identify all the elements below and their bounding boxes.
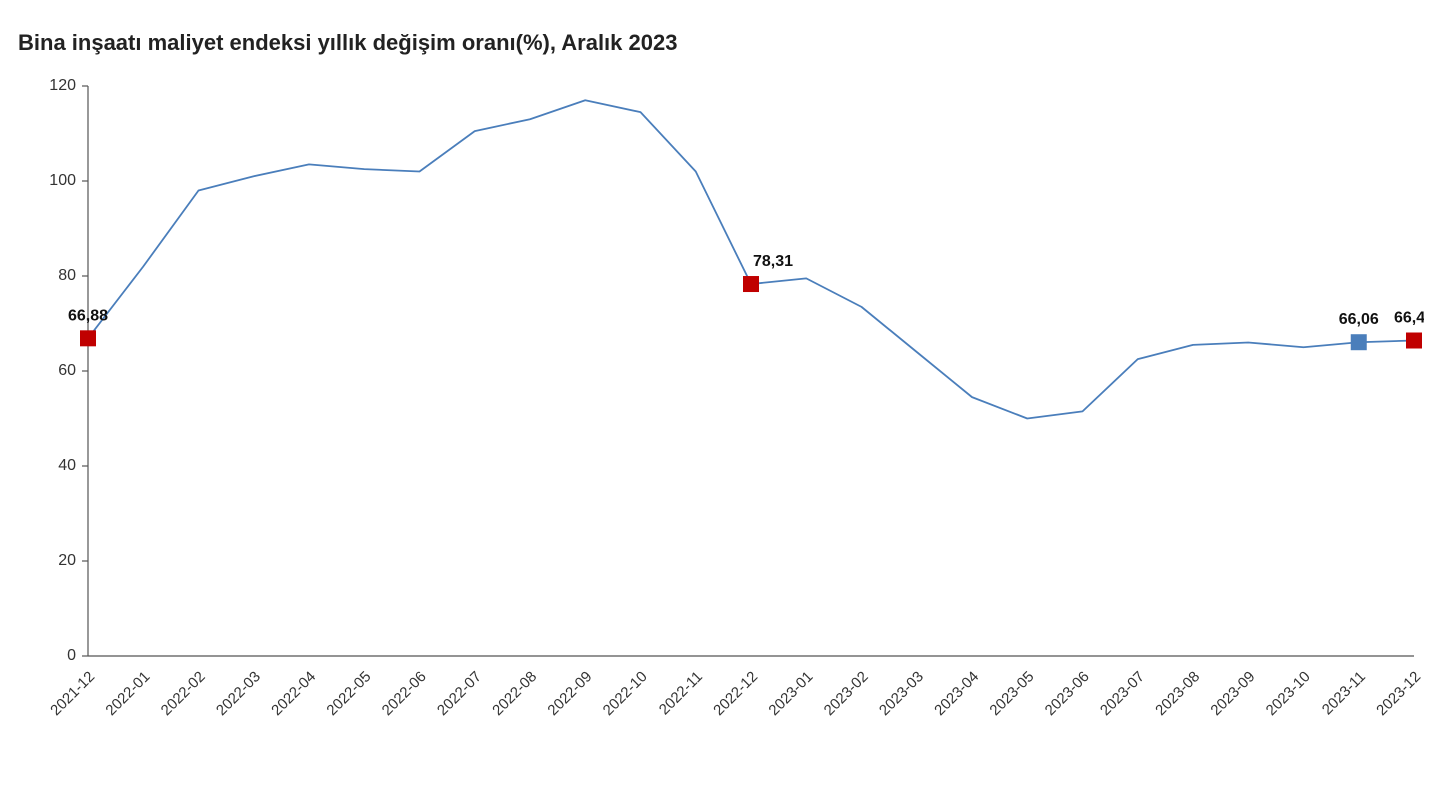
- x-tick-label-group: 2023-05: [986, 668, 1037, 719]
- x-tick-label: 2022-06: [379, 668, 430, 719]
- data-marker-label: 66,88: [68, 307, 108, 324]
- x-tick-label: 2022-09: [544, 668, 595, 719]
- x-tick-label-group: 2022-05: [323, 668, 374, 719]
- x-tick-label-group: 2022-10: [600, 668, 651, 719]
- x-tick-label-group: 2022-04: [268, 668, 319, 719]
- x-tick-label: 2023-03: [876, 668, 927, 719]
- data-marker-label: 78,31: [753, 253, 793, 270]
- y-tick-label: 80: [58, 267, 76, 284]
- x-tick-label-group: 2023-06: [1042, 668, 1093, 719]
- x-tick-label: 2023-02: [821, 668, 872, 719]
- x-tick-label: 2023-01: [765, 668, 816, 719]
- y-tick-label: 120: [49, 77, 76, 94]
- x-tick-label: 2023-12: [1373, 668, 1424, 719]
- x-tick-label-group: 2023-09: [1207, 668, 1258, 719]
- x-tick-label: 2022-10: [600, 668, 651, 719]
- data-marker-label: 66,42: [1394, 310, 1424, 327]
- x-tick-label: 2022-05: [323, 668, 374, 719]
- y-tick-label: 60: [58, 362, 76, 379]
- x-tick-label-group: 2022-08: [489, 668, 540, 719]
- x-tick-label-group: 2022-09: [544, 668, 595, 719]
- x-tick-label: 2022-01: [102, 668, 153, 719]
- line-chart: 0204060801001202021-122022-012022-022022…: [18, 56, 1424, 766]
- y-tick-label: 20: [58, 552, 76, 569]
- data-marker-label: 66,06: [1339, 311, 1379, 328]
- x-tick-label-group: 2021-12: [47, 668, 98, 719]
- x-tick-label: 2023-09: [1207, 668, 1258, 719]
- x-tick-label: 2023-11: [1319, 668, 1369, 718]
- x-tick-label-group: 2023-07: [1097, 668, 1148, 719]
- x-tick-label-group: 2022-11: [656, 668, 706, 718]
- x-tick-label-group: 2023-04: [931, 668, 982, 719]
- chart-title: Bina inşaatı maliyet endeksi yıllık deği…: [18, 30, 1424, 56]
- x-tick-label: 2023-06: [1042, 668, 1093, 719]
- data-marker: [743, 276, 759, 292]
- x-tick-label: 2023-04: [931, 668, 982, 719]
- series-line: [88, 100, 1414, 418]
- x-tick-label: 2022-03: [213, 668, 264, 719]
- x-tick-label: 2022-12: [710, 668, 761, 719]
- x-tick-label-group: 2023-08: [1152, 668, 1203, 719]
- x-tick-label: 2022-02: [158, 668, 209, 719]
- x-tick-label-group: 2023-11: [1319, 668, 1369, 718]
- x-tick-label-group: 2022-06: [379, 668, 430, 719]
- x-tick-label-group: 2023-01: [765, 668, 816, 719]
- chart-container: 0204060801001202021-122022-012022-022022…: [18, 56, 1424, 766]
- x-tick-label: 2023-05: [986, 668, 1037, 719]
- x-tick-label: 2023-07: [1097, 668, 1148, 719]
- y-tick-label: 0: [67, 647, 76, 664]
- data-marker: [80, 330, 96, 346]
- x-tick-label-group: 2022-01: [102, 668, 153, 719]
- x-tick-label-group: 2022-03: [213, 668, 264, 719]
- x-tick-label: 2022-04: [268, 668, 319, 719]
- y-tick-label: 100: [49, 172, 76, 189]
- x-tick-label: 2022-08: [489, 668, 540, 719]
- data-marker: [1406, 333, 1422, 349]
- x-tick-label-group: 2022-07: [434, 668, 485, 719]
- x-tick-label: 2022-07: [434, 668, 485, 719]
- x-tick-label: 2023-10: [1263, 668, 1314, 719]
- x-tick-label: 2021-12: [47, 668, 98, 719]
- page-root: Bina inşaatı maliyet endeksi yıllık deği…: [0, 0, 1442, 790]
- data-marker: [1351, 334, 1367, 350]
- x-tick-label-group: 2023-03: [876, 668, 927, 719]
- x-tick-label-group: 2022-02: [158, 668, 209, 719]
- x-tick-label: 2023-08: [1152, 668, 1203, 719]
- y-tick-label: 40: [58, 457, 76, 474]
- x-tick-label: 2022-11: [656, 668, 706, 718]
- x-tick-label-group: 2023-02: [821, 668, 872, 719]
- x-tick-label-group: 2023-10: [1263, 668, 1314, 719]
- x-tick-label-group: 2023-12: [1373, 668, 1424, 719]
- x-tick-label-group: 2022-12: [710, 668, 761, 719]
